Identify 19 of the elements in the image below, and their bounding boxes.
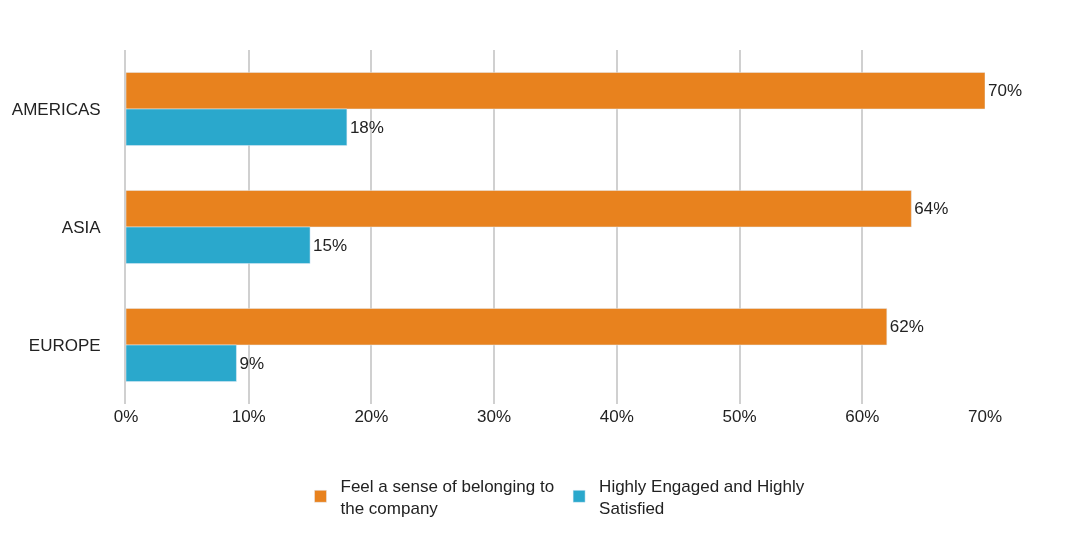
x-tick-label: 60% <box>845 407 880 426</box>
data-label: 70% <box>988 81 1023 101</box>
x-tick-label: 30% <box>477 407 512 426</box>
y-tick-label: EUROPE <box>28 335 101 355</box>
data-label: 9% <box>239 353 265 373</box>
y-tick-label: AMERICAS <box>11 99 101 119</box>
data-label: 62% <box>889 317 924 337</box>
data-label: 64% <box>914 199 949 219</box>
x-tick-label: 40% <box>599 407 634 426</box>
x-tick-label: 0% <box>113 407 139 426</box>
y-tick-label: ASIA <box>61 217 102 237</box>
data-label: 15% <box>313 235 348 255</box>
x-tick-label: 70% <box>967 407 1003 426</box>
x-tick-label: 10% <box>231 407 266 426</box>
x-tick-label: 50% <box>722 407 757 426</box>
legend-label: Feel a sense of belonging to the company <box>340 476 555 518</box>
x-tick-label: 20% <box>354 407 389 426</box>
legend-label: Highly Engaged and Highly Satisfied <box>599 476 805 518</box>
data-label: 18% <box>349 117 384 137</box>
